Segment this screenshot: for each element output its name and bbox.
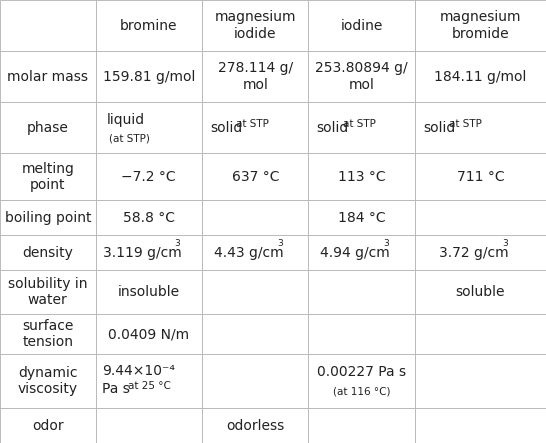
Text: molar mass: molar mass — [7, 70, 88, 84]
Text: odorless: odorless — [226, 419, 284, 432]
Bar — [202, 102, 308, 153]
Bar — [202, 51, 308, 102]
Text: insoluble: insoluble — [118, 285, 180, 299]
Bar — [96, 408, 202, 443]
Bar — [308, 102, 415, 153]
Text: 9.44×10⁻⁴: 9.44×10⁻⁴ — [102, 364, 175, 377]
Text: density: density — [22, 246, 73, 260]
Text: 3: 3 — [502, 239, 508, 249]
Text: (at STP): (at STP) — [109, 134, 150, 144]
Text: 4.94 g/cm: 4.94 g/cm — [321, 246, 390, 260]
Text: iodine: iodine — [341, 19, 383, 32]
Text: liquid: liquid — [106, 113, 145, 128]
Bar — [0, 270, 96, 314]
Bar — [96, 354, 202, 408]
Text: 637 °C: 637 °C — [232, 170, 279, 184]
Bar — [0, 314, 96, 354]
Text: solid: solid — [210, 120, 242, 135]
Text: 0.0409 N/m: 0.0409 N/m — [108, 327, 189, 341]
Bar — [96, 0, 202, 51]
Bar — [202, 408, 308, 443]
Text: 278.114 g/
mol: 278.114 g/ mol — [218, 62, 293, 92]
Bar — [308, 354, 415, 408]
Bar — [415, 102, 546, 153]
Text: 4.43 g/cm: 4.43 g/cm — [214, 246, 283, 260]
Text: soluble: soluble — [456, 285, 505, 299]
Text: 159.81 g/mol: 159.81 g/mol — [103, 70, 195, 84]
Bar — [308, 200, 415, 235]
Text: magnesium
iodide: magnesium iodide — [215, 10, 296, 41]
Text: 58.8 °C: 58.8 °C — [123, 211, 175, 225]
Text: phase: phase — [27, 120, 69, 135]
Text: melting
point: melting point — [21, 162, 74, 192]
Bar — [415, 0, 546, 51]
Bar — [415, 354, 546, 408]
Bar — [0, 0, 96, 51]
Bar — [202, 0, 308, 51]
Bar — [0, 51, 96, 102]
Bar — [0, 235, 96, 270]
Bar — [0, 102, 96, 153]
Text: at STP: at STP — [343, 120, 376, 129]
Bar — [308, 235, 415, 270]
Text: 0.00227 Pa s: 0.00227 Pa s — [317, 365, 406, 379]
Bar — [202, 314, 308, 354]
Bar — [96, 235, 202, 270]
Bar — [96, 270, 202, 314]
Bar — [415, 51, 546, 102]
Bar — [415, 153, 546, 200]
Text: at STP: at STP — [236, 120, 269, 129]
Text: magnesium
bromide: magnesium bromide — [440, 10, 521, 41]
Bar — [202, 270, 308, 314]
Text: bromine: bromine — [120, 19, 177, 32]
Text: 113 °C: 113 °C — [338, 170, 385, 184]
Text: boiling point: boiling point — [4, 211, 91, 225]
Text: solid: solid — [423, 120, 455, 135]
Bar — [308, 270, 415, 314]
Text: Pa s: Pa s — [102, 382, 130, 396]
Text: 184 °C: 184 °C — [338, 211, 385, 225]
Bar — [96, 314, 202, 354]
Text: 3: 3 — [384, 239, 389, 249]
Text: dynamic
viscosity: dynamic viscosity — [17, 366, 78, 396]
Bar — [96, 51, 202, 102]
Bar — [96, 153, 202, 200]
Bar — [415, 314, 546, 354]
Bar — [0, 200, 96, 235]
Text: 3: 3 — [174, 239, 180, 249]
Bar — [96, 200, 202, 235]
Bar — [202, 235, 308, 270]
Bar — [202, 153, 308, 200]
Bar — [415, 235, 546, 270]
Bar — [308, 314, 415, 354]
Text: at STP: at STP — [449, 120, 482, 129]
Text: 711 °C: 711 °C — [456, 170, 505, 184]
Text: odor: odor — [32, 419, 63, 432]
Text: 3.119 g/cm: 3.119 g/cm — [103, 246, 182, 260]
Text: (at 116 °C): (at 116 °C) — [333, 387, 390, 397]
Bar — [202, 354, 308, 408]
Text: solid: solid — [317, 120, 349, 135]
Text: surface
tension: surface tension — [22, 319, 74, 350]
Text: solubility in
water: solubility in water — [8, 277, 87, 307]
Bar — [0, 354, 96, 408]
Bar — [308, 153, 415, 200]
Text: 184.11 g/mol: 184.11 g/mol — [434, 70, 527, 84]
Bar — [308, 0, 415, 51]
Bar — [0, 153, 96, 200]
Bar — [415, 270, 546, 314]
Text: at 25 °C: at 25 °C — [128, 381, 171, 391]
Bar — [96, 102, 202, 153]
Bar — [202, 200, 308, 235]
Bar — [415, 200, 546, 235]
Bar — [308, 408, 415, 443]
Text: −7.2 °C: −7.2 °C — [121, 170, 176, 184]
Bar — [0, 408, 96, 443]
Bar — [308, 51, 415, 102]
Text: 3.72 g/cm: 3.72 g/cm — [439, 246, 509, 260]
Bar — [415, 408, 546, 443]
Text: 3: 3 — [277, 239, 283, 249]
Text: 253.80894 g/
mol: 253.80894 g/ mol — [316, 62, 408, 92]
